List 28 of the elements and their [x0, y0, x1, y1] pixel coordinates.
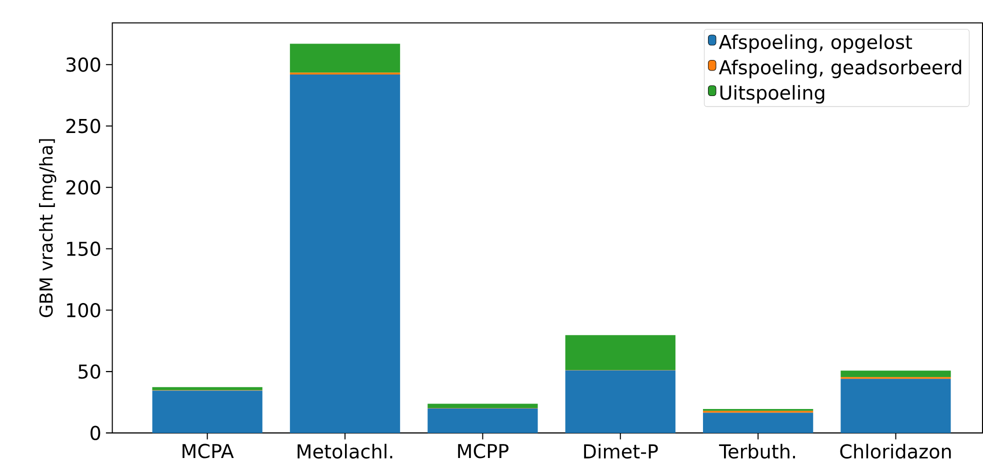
bar — [428, 408, 538, 433]
bar — [152, 386, 262, 390]
bar — [565, 370, 676, 433]
x-tick-label: MCPP — [458, 444, 508, 458]
bar — [152, 390, 262, 433]
legend-label: Afspoeling, geadsorbeerd — [718, 60, 962, 78]
bar — [702, 412, 814, 433]
y-tick-label: 50 — [78, 364, 100, 379]
bar — [290, 44, 400, 72]
x-tick-label: Chloridazon — [840, 444, 951, 458]
legend-label: Afspoeling, opgelost — [718, 34, 912, 53]
bar — [565, 334, 676, 370]
legend-label: Uitspoeling — [720, 84, 824, 104]
y-tick-label: 0 — [90, 426, 100, 440]
bar — [428, 404, 538, 408]
bar — [840, 378, 951, 433]
x-tick-label: MCPA — [182, 444, 234, 458]
bar — [840, 370, 951, 377]
x-tick-label: Terbuth. — [719, 444, 795, 458]
y-tick-label: 150 — [67, 241, 100, 256]
y-tick-label: 250 — [66, 118, 100, 134]
x-tick-label: Metolachl. — [298, 444, 392, 458]
y-tick-label: 300 — [66, 57, 100, 72]
y-axis-title: GBM vracht [mg/ha] — [39, 138, 56, 317]
y-tick-label: 100 — [67, 302, 100, 318]
bar — [290, 74, 400, 433]
x-tick-label: Dimet-P — [584, 444, 658, 458]
y-tick-label: 200 — [66, 180, 100, 194]
